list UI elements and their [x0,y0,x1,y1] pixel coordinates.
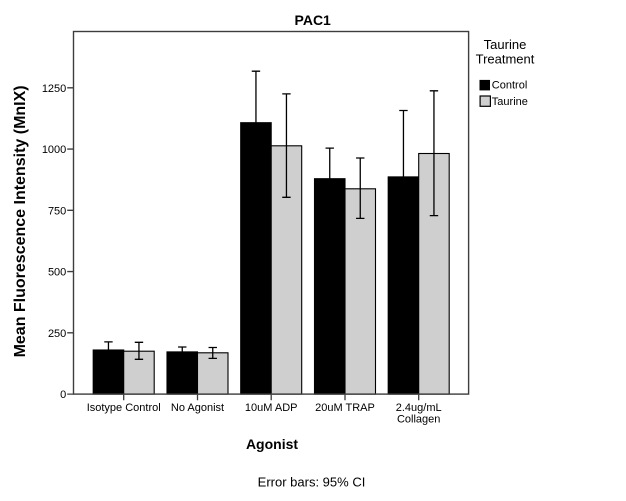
svg-text:250: 250 [48,328,66,340]
svg-text:Error bars: 95% CI: Error bars: 95% CI [258,474,366,489]
svg-text:Control: Control [492,80,527,92]
svg-text:Mean Fluorescence Intensity (M: Mean Fluorescence Intensity (MnIX) [12,85,29,357]
svg-text:Taurine: Taurine [492,96,528,108]
svg-text:1000: 1000 [42,144,66,156]
svg-text:1250: 1250 [42,83,66,95]
svg-text:2.4ug/mL: 2.4ug/mL [396,402,442,414]
svg-text:Taurine: Taurine [484,37,527,52]
svg-text:Treatment: Treatment [476,51,535,66]
svg-text:750: 750 [48,205,66,217]
svg-text:10uM ADP: 10uM ADP [245,402,298,414]
svg-text:0: 0 [60,389,66,401]
svg-text:500: 500 [48,267,66,279]
svg-text:Agonist: Agonist [246,436,298,452]
svg-text:No Agonist: No Agonist [171,402,224,414]
svg-text:20uM TRAP: 20uM TRAP [315,402,375,414]
svg-text:Isotype Control: Isotype Control [87,402,161,414]
svg-text:Collagen: Collagen [397,413,440,425]
svg-text:PAC1: PAC1 [295,12,332,28]
